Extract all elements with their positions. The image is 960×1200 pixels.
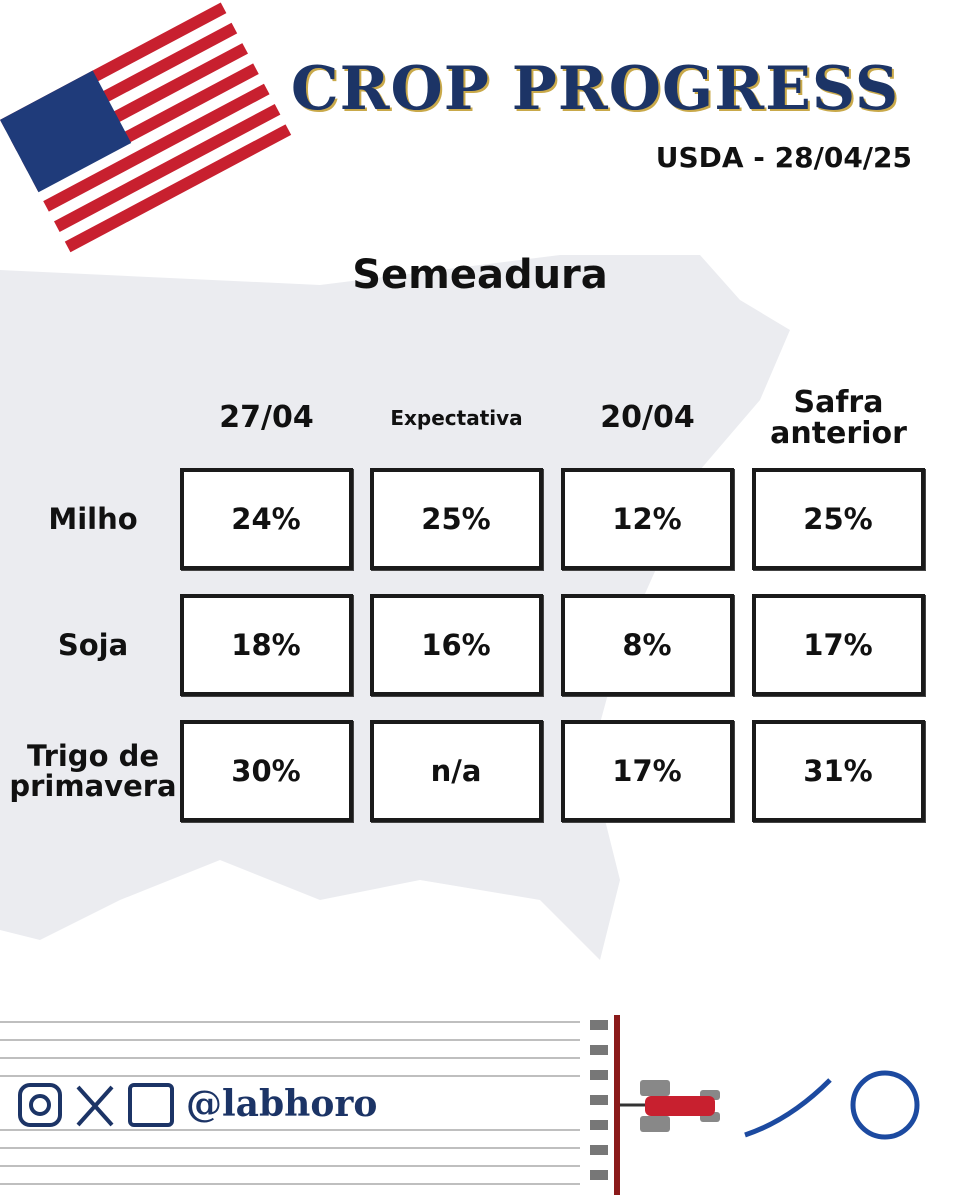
cell-box	[180, 468, 353, 570]
cell-value: 25%	[421, 502, 491, 536]
column-header: 27/04	[219, 400, 314, 435]
section-title: Semeadura	[352, 252, 608, 298]
column-header: Expectativa	[390, 405, 523, 430]
flag	[0, 2, 292, 253]
cell-value: n/a	[430, 754, 482, 788]
footer-lines	[0, 1021, 580, 1185]
cell-value: 25%	[803, 502, 873, 536]
row-label: Soja	[57, 628, 129, 662]
column-header: 20/04	[600, 400, 695, 435]
cell-value: 31%	[803, 754, 873, 788]
row-label: Trigo de primavera	[9, 738, 177, 803]
planter	[590, 1015, 620, 1195]
cell-value: 30%	[231, 754, 301, 788]
cell-value: 16%	[421, 628, 491, 662]
logo	[744, 1070, 920, 1140]
cell-box	[370, 720, 543, 822]
cell-box	[180, 594, 353, 696]
cell-value: 17%	[803, 628, 873, 662]
cell-box	[180, 720, 353, 822]
cell-box	[752, 720, 925, 822]
tractor	[620, 1080, 720, 1132]
cell-value: 17%	[612, 754, 682, 788]
cell-value: 8%	[622, 628, 672, 662]
cell-value: 12%	[612, 502, 682, 536]
column-header: Safra anterior	[770, 384, 907, 451]
cell-value: 18%	[231, 628, 301, 662]
cell-box	[370, 594, 543, 696]
cell-box	[561, 594, 734, 696]
cell-box	[752, 468, 925, 570]
cell-box	[561, 720, 734, 822]
title: CROP PROGRESS	[290, 54, 900, 124]
social-handle: @labhoro	[186, 1083, 378, 1125]
cell-value: 24%	[231, 502, 301, 536]
cell-box	[752, 594, 925, 696]
subtitle: USDA - 28/04/25	[655, 141, 912, 174]
cell-box	[561, 468, 734, 570]
cell-box	[370, 468, 543, 570]
row-label: Milho	[48, 502, 138, 536]
social-icons	[18, 1083, 174, 1127]
